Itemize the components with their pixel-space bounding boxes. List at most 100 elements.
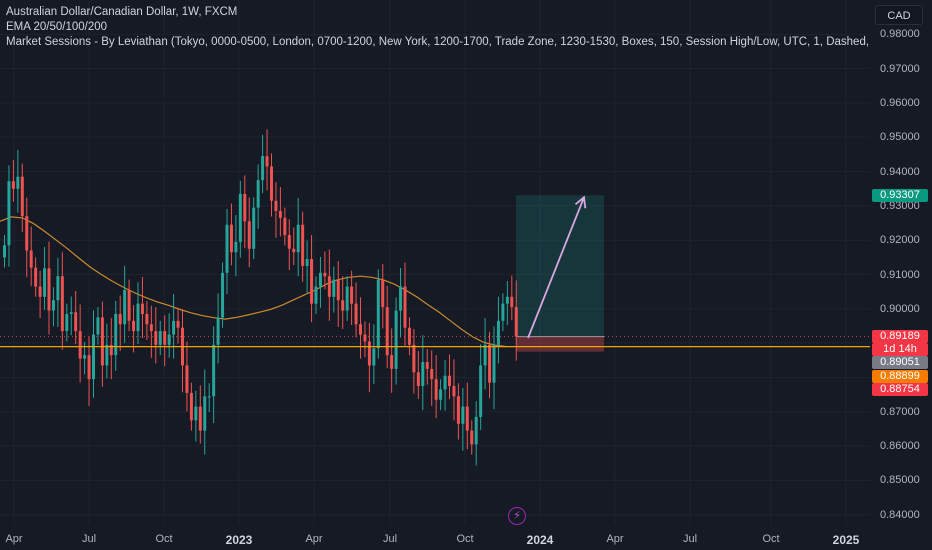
trade-zone	[516, 195, 604, 352]
candle-body	[149, 324, 153, 332]
stop-zone	[516, 336, 604, 352]
candle-body	[496, 320, 500, 345]
candle-body	[310, 259, 314, 304]
candle-body	[443, 375, 447, 390]
candle-body	[399, 286, 403, 311]
candle-body	[56, 276, 60, 301]
candle-body	[488, 344, 492, 383]
time-tick-label: Oct	[155, 533, 173, 545]
candle-body	[270, 166, 273, 201]
candle-body	[7, 181, 11, 246]
sessions-indicator-label[interactable]: Market Sessions - By Leviathan (Tokyo, 0…	[6, 36, 872, 48]
candle-body	[163, 331, 167, 345]
ema-indicator-label[interactable]: EMA 20/50/100/200	[6, 21, 108, 33]
time-tick-label: 2025	[832, 533, 860, 547]
price-tick-label: 0.94000	[880, 165, 920, 178]
price-tag: 0.88899	[872, 370, 928, 383]
candle-body	[167, 334, 171, 345]
candles	[3, 129, 518, 466]
candle-body	[47, 268, 51, 311]
candle-body	[448, 375, 451, 387]
candle-body	[51, 300, 55, 311]
candle-body	[256, 180, 260, 208]
candle-body	[225, 224, 229, 273]
candle-body	[479, 365, 483, 417]
price-tag: 0.89051	[872, 356, 928, 369]
price-tick-label: 0.92000	[880, 234, 920, 247]
lightning-icon[interactable]: ⚡	[508, 507, 526, 525]
candle-body	[483, 344, 487, 366]
candle-body	[212, 344, 216, 397]
projection-arrow-head	[574, 195, 587, 209]
price-tag: 0.88754	[872, 383, 928, 396]
candle-body	[238, 193, 242, 242]
candle-body	[394, 310, 398, 369]
candle-body	[105, 344, 109, 366]
candle-body	[514, 307, 518, 337]
candle-body	[140, 303, 144, 314]
time-tick-label: Jul	[682, 533, 698, 545]
candle-body	[372, 348, 376, 366]
time-tick-label: Apr	[5, 533, 23, 545]
candle-body	[296, 224, 300, 253]
price-tick-label: 0.98000	[880, 28, 920, 41]
candle-body	[318, 272, 322, 287]
time-tick-label: Jul	[81, 533, 97, 545]
candle-body	[3, 245, 6, 258]
candle-body	[336, 279, 340, 301]
candle-body	[132, 320, 136, 332]
candle-body	[465, 406, 469, 431]
currency-button[interactable]: CAD	[875, 5, 923, 25]
candle-body	[109, 344, 113, 356]
candle-body	[158, 331, 162, 345]
price-tick-label: 0.85000	[880, 474, 920, 487]
candle-body	[492, 344, 496, 383]
candle-body	[172, 320, 176, 335]
candle-body	[176, 320, 180, 328]
time-tick-label: Oct	[762, 533, 780, 545]
candle-body	[461, 406, 465, 424]
candle-body	[60, 276, 64, 332]
candle-body	[283, 217, 287, 236]
candle-body	[145, 313, 149, 325]
candle-body	[287, 235, 291, 249]
candle-body	[416, 372, 420, 387]
price-tag: 0.93307	[872, 189, 928, 203]
candle-body	[247, 221, 251, 249]
time-tick-label: Jul	[382, 533, 398, 545]
candle-body	[390, 355, 394, 369]
symbol-title[interactable]: Australian Dollar/Canadian Dollar, 1W, F…	[6, 6, 238, 18]
candle-body	[11, 181, 15, 189]
candle-body	[301, 224, 305, 266]
candle-body	[114, 313, 118, 356]
candle-body	[456, 396, 460, 424]
candle-body	[154, 331, 158, 345]
candle-body	[367, 341, 371, 366]
price-tag: 0.89189	[872, 330, 928, 343]
candle-body	[385, 307, 389, 356]
candle-body	[194, 406, 198, 421]
candle-body	[229, 224, 233, 253]
candle-body	[25, 216, 29, 251]
candle-body	[376, 279, 380, 349]
chart-grid	[0, 0, 870, 525]
candle-body	[96, 317, 100, 335]
candle-body	[345, 286, 349, 311]
time-tick-label: Apr	[305, 533, 323, 545]
candle-body	[430, 368, 434, 380]
candle-body	[252, 207, 256, 249]
candle-body	[363, 334, 367, 342]
candle-body	[29, 250, 33, 268]
candle-body	[381, 279, 385, 308]
candle-body	[189, 392, 193, 421]
candle-body	[207, 396, 211, 398]
price-tick-label: 0.97000	[880, 62, 920, 75]
price-tick-label: 0.95000	[880, 131, 920, 144]
time-tick-label: Apr	[606, 533, 624, 545]
candle-body	[127, 289, 131, 321]
profit-zone	[516, 195, 604, 337]
candle-body	[65, 313, 69, 332]
candle-body	[100, 317, 104, 366]
candle-body	[92, 334, 95, 380]
